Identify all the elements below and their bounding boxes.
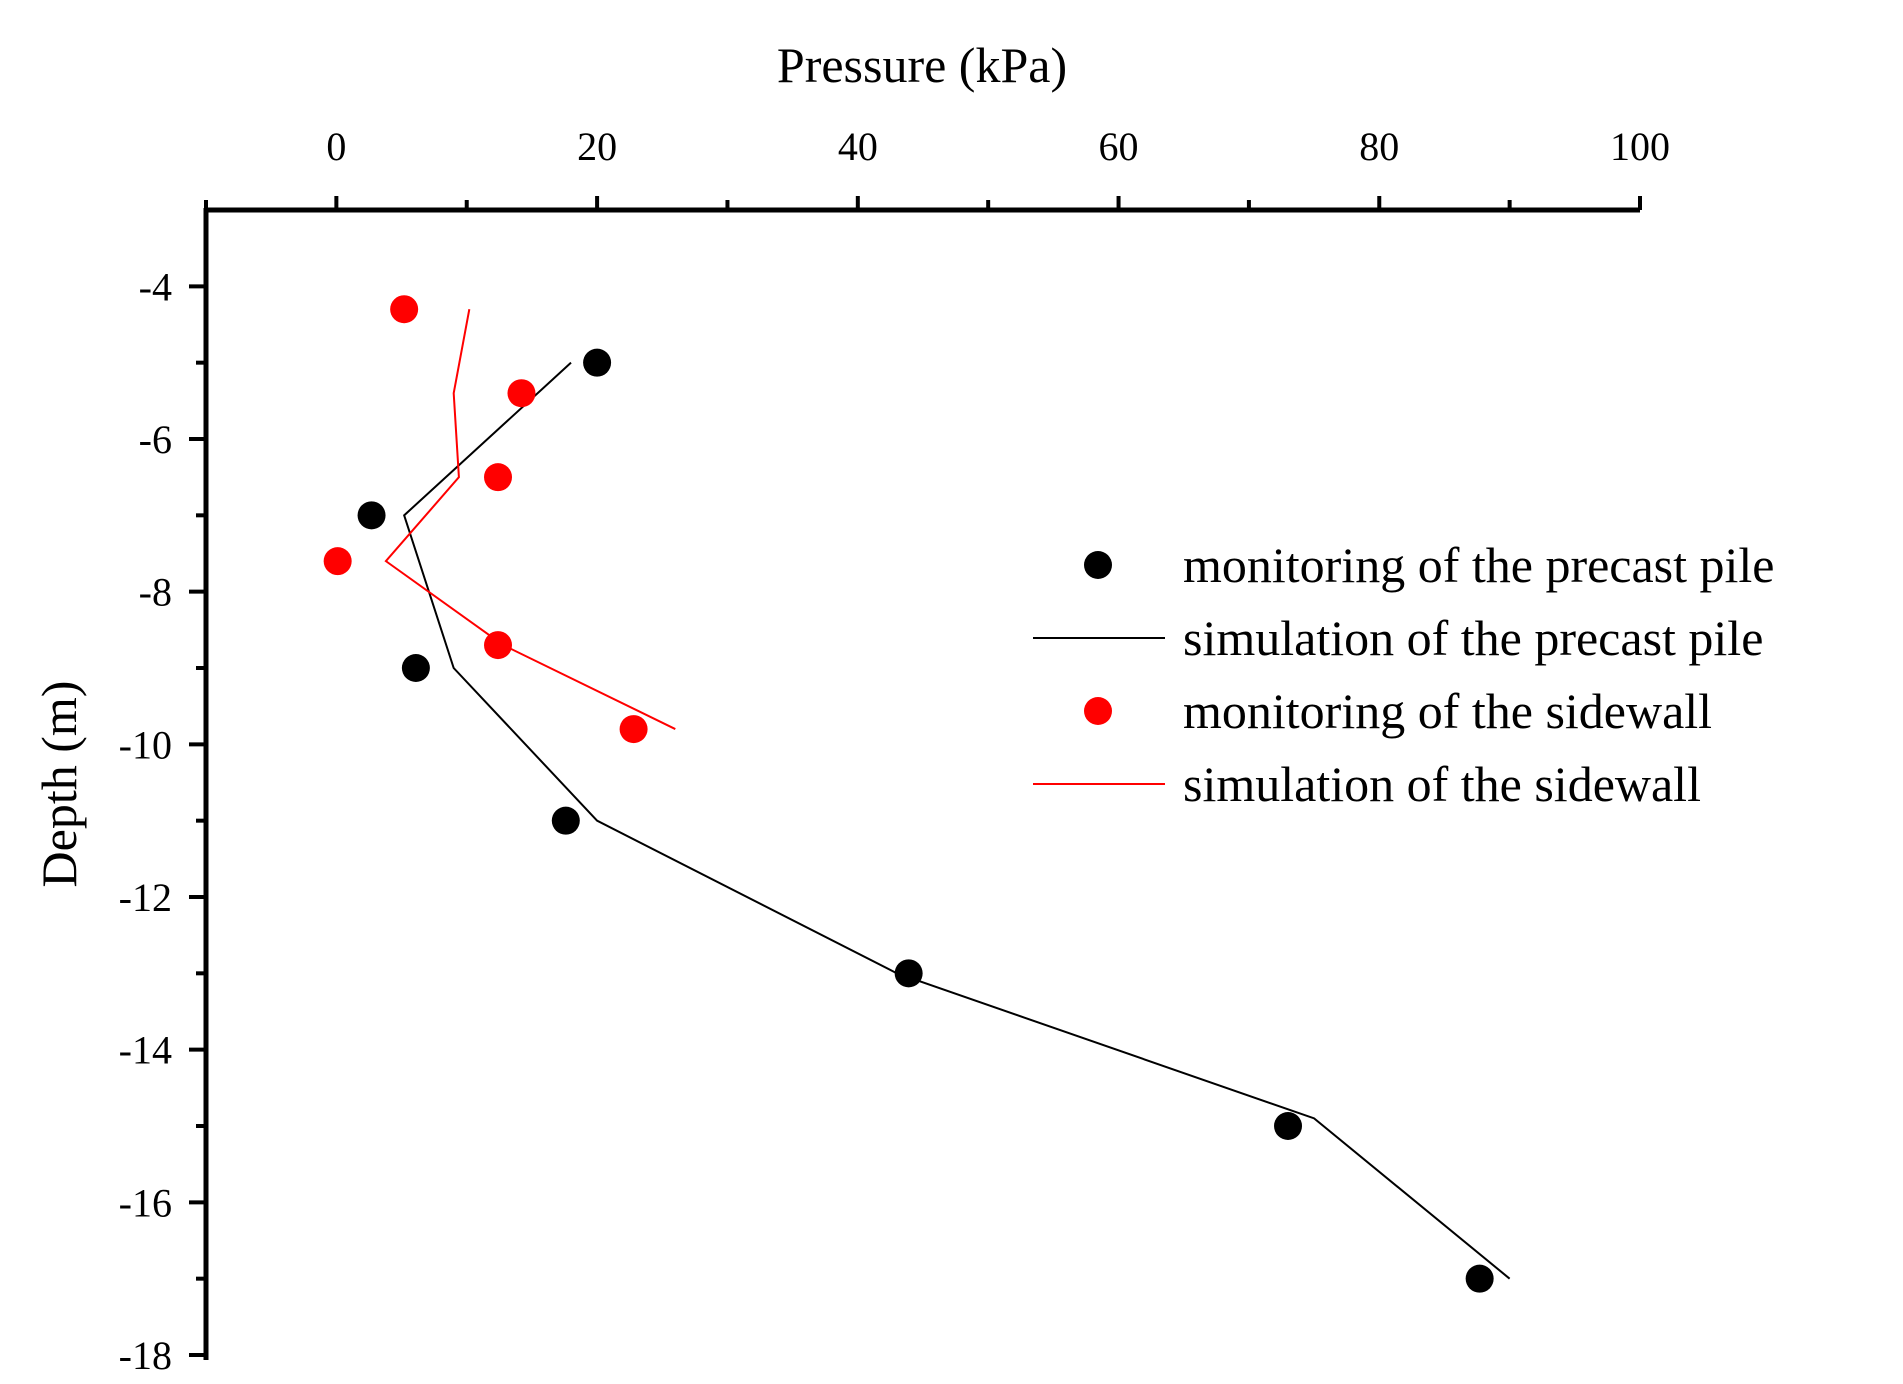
legend-label: simulation of the sidewall — [1183, 756, 1701, 812]
x-ticks: 0 20 40 60 80 100 — [204, 124, 1670, 210]
y-tick-label: -18 — [119, 1333, 172, 1378]
data-point — [1274, 1112, 1303, 1140]
series-line — [384, 309, 676, 730]
y-tick-label: -4 — [139, 264, 172, 309]
data-point — [583, 348, 612, 377]
y-axis-title: Depth (m) — [31, 681, 87, 888]
data-point — [551, 806, 580, 835]
x-axis-title: Pressure (kPa) — [777, 37, 1067, 93]
x-tick-label: 60 — [1099, 124, 1139, 169]
y-tick-label: -14 — [119, 1028, 172, 1073]
y-tick-label: -16 — [119, 1180, 172, 1225]
legend: monitoring of the precast pile simulation… — [1033, 537, 1775, 812]
data-point — [894, 959, 923, 988]
data-point — [484, 463, 513, 492]
data-point — [390, 295, 419, 324]
x-tick-label: 20 — [577, 124, 617, 169]
y-tick-label: -12 — [119, 875, 172, 920]
data-point — [357, 501, 386, 530]
y-tick-label: -8 — [139, 570, 172, 615]
x-tick-label: 100 — [1610, 124, 1670, 169]
y-tick-label: -10 — [119, 722, 172, 767]
data-point — [619, 715, 648, 744]
y-tick-label: -6 — [139, 417, 172, 462]
data-point — [484, 631, 513, 660]
legend-label: simulation of the precast pile — [1183, 610, 1763, 666]
y-ticks: -4 -6 -8 -10 -12 -14 -16 -18 — [119, 264, 206, 1378]
axes — [203, 207, 1640, 1360]
data-point — [1465, 1264, 1494, 1293]
legend-label: monitoring of the precast pile — [1183, 537, 1775, 593]
data-point — [401, 654, 430, 682]
data-point — [507, 379, 536, 408]
series-layer — [323, 295, 1511, 1293]
legend-marker — [1084, 551, 1112, 579]
x-tick-label: 80 — [1359, 124, 1399, 169]
legend-marker — [1084, 697, 1112, 725]
data-point — [323, 547, 352, 576]
x-tick-label: 40 — [838, 124, 878, 169]
legend-label: monitoring of the sidewall — [1183, 683, 1712, 739]
x-tick-label: 0 — [326, 124, 346, 169]
series-line — [403, 361, 1511, 1280]
